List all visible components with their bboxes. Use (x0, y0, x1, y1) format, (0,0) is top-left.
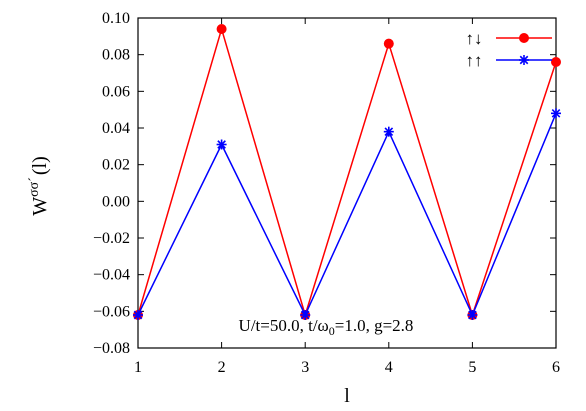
y-tick-label: −0.04 (93, 267, 130, 284)
x-axis-label: l (344, 385, 350, 407)
legend: ↑↓ ↑↑ (466, 29, 552, 70)
series-line (137, 26, 557, 318)
data-point-marker (300, 310, 311, 320)
parameter-annotation: U/t=50.0, t/ω0=1.0, g=2.8 (239, 316, 414, 338)
data-point-marker (467, 310, 478, 320)
series-up-down (133, 24, 561, 320)
y-tick-label: 0.02 (102, 157, 130, 174)
x-tick-label: 6 (552, 359, 560, 376)
x-tick-label: 4 (385, 359, 393, 376)
y-tick-label: 0.06 (102, 83, 130, 100)
data-point-marker (551, 57, 561, 67)
y-axis-label-main: W (29, 197, 51, 216)
x-tick-label: 5 (468, 359, 476, 376)
y-tick-label: −0.02 (93, 230, 130, 247)
x-tick-label: 1 (134, 359, 142, 376)
y-tick-label: 0.04 (102, 120, 130, 137)
y-axis-label: Wσσ´ (l) (27, 156, 51, 216)
data-point-marker (383, 38, 394, 49)
data-point-marker (383, 126, 394, 137)
y-tick-label: 0.00 (102, 193, 130, 210)
legend-marker (519, 33, 529, 43)
data-point-marker (133, 310, 143, 320)
data-point-marker (216, 139, 227, 150)
series-line (137, 113, 557, 317)
legend-marker (519, 55, 529, 65)
y-axis-label-suffix: (l) (29, 156, 51, 175)
series-layer (133, 24, 561, 320)
legend-label: ↑↑ (466, 51, 483, 70)
y-axis-ticks: −0.08 −0.06 −0.04 −0.02 0.00 0.02 0.04 0.06 0.08… (93, 10, 556, 357)
x-tick-label: 3 (301, 359, 309, 376)
data-point-marker (551, 108, 561, 119)
plot-frame (137, 17, 557, 349)
parameter-annotation-subscript: 0 (329, 324, 335, 338)
x-axis-ticks: 1 2 3 4 5 6 (134, 18, 560, 376)
y-tick-label: −0.08 (93, 340, 130, 357)
x-tick-label: 2 (218, 359, 226, 376)
y-tick-label: −0.06 (93, 303, 130, 320)
y-tick-label: 0.10 (102, 10, 130, 27)
y-tick-label: 0.08 (102, 47, 130, 64)
parameter-annotation-suffix: =1.0, g=2.8 (335, 316, 414, 335)
series-up-up (133, 108, 561, 320)
y-axis-label-superscript: σσ´ (27, 177, 42, 197)
legend-label: ↑↓ (466, 29, 483, 48)
parameter-annotation-main: U/t=50.0, t/ω (239, 316, 329, 335)
data-point-marker (216, 24, 227, 34)
